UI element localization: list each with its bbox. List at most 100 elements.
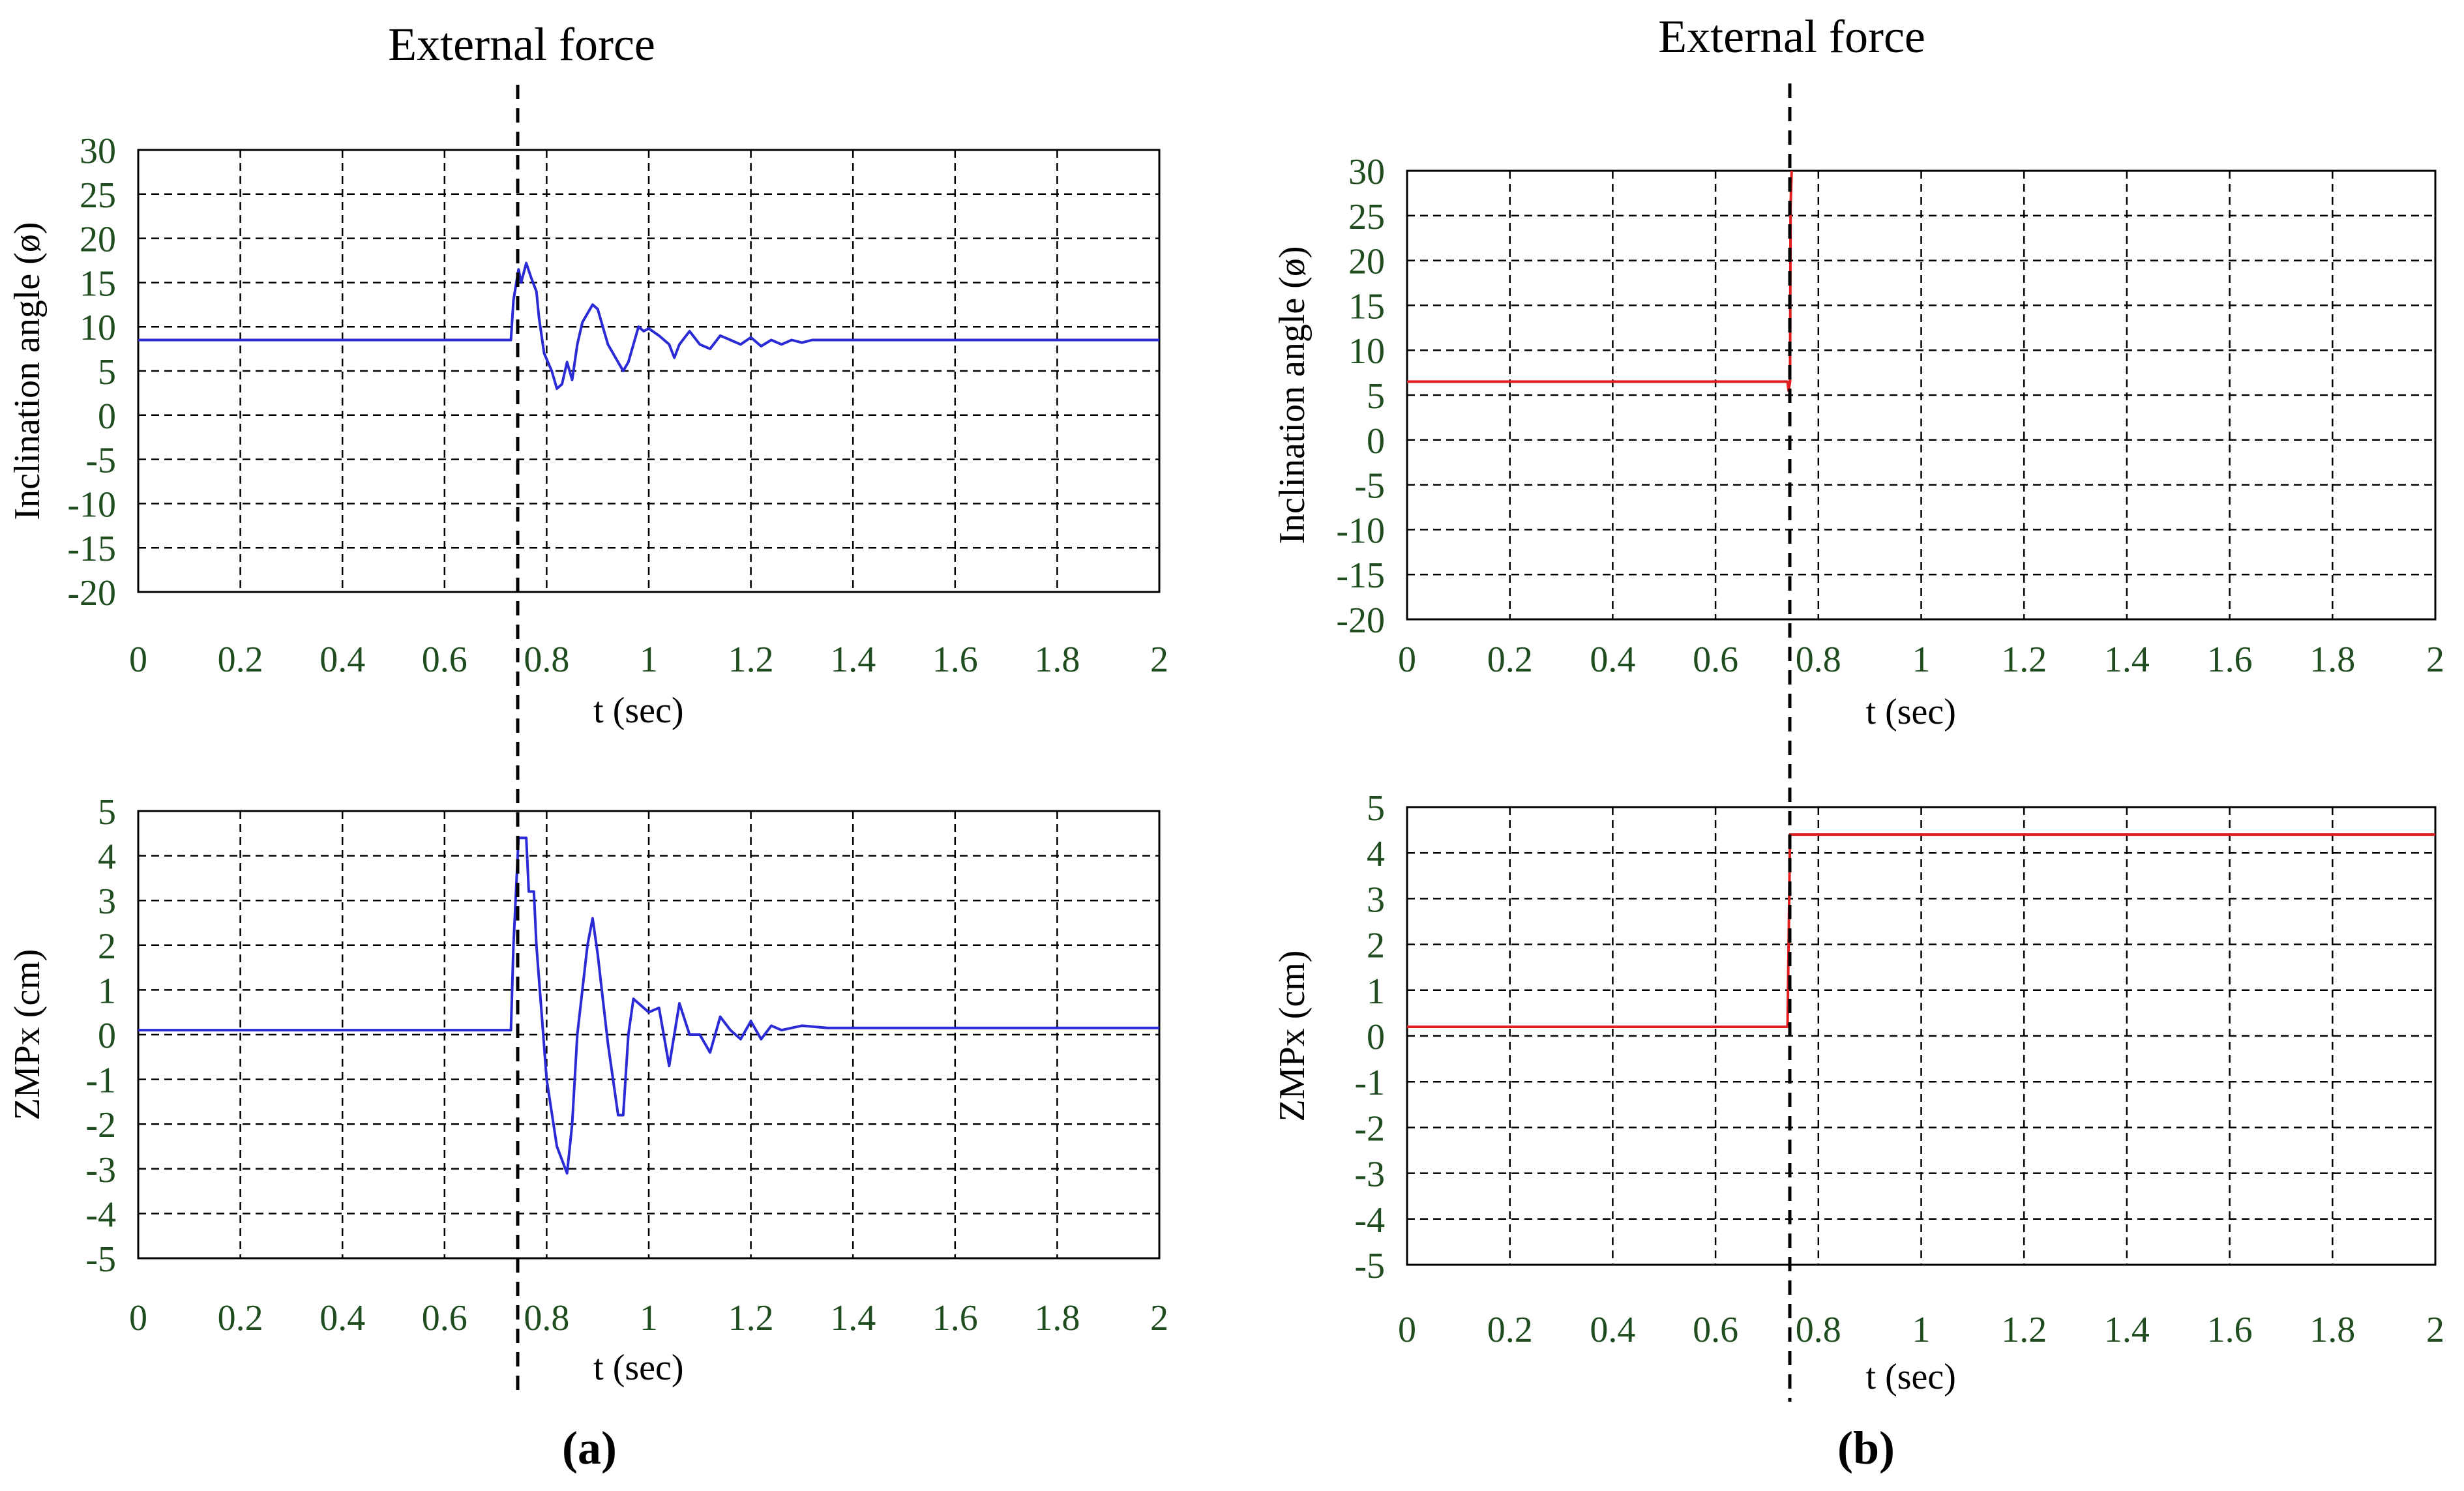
y-tick-label: -10	[1336, 510, 1385, 551]
y-tick-label: -2	[85, 1105, 116, 1145]
y-tick-label: 5	[1367, 376, 1385, 417]
x-tick-label: 1.4	[2104, 640, 2150, 680]
y-tick-label: 2	[98, 926, 116, 967]
x-tick-label: 0.8	[524, 1298, 569, 1338]
x-axis-label: t (sec)	[593, 690, 683, 731]
x-tick-label: 0.2	[1487, 640, 1533, 680]
y-tick-label: -15	[1336, 555, 1385, 596]
x-tick-label: 0	[1398, 1310, 1416, 1350]
y-tick-label: -20	[67, 573, 116, 613]
y-tick-label: -3	[1354, 1155, 1385, 1195]
panel-label-b: (b)	[1837, 1422, 1895, 1474]
x-tick-label: 1.6	[2207, 1310, 2253, 1350]
y-tick-label: 10	[1348, 331, 1385, 372]
y-tick-label: 15	[1348, 286, 1385, 327]
y-tick-label: -4	[1354, 1200, 1385, 1241]
x-tick-label: 1.8	[2309, 1310, 2355, 1350]
x-tick-label: 1	[640, 1298, 658, 1338]
chart-b-bottom: 5 4 3 2 1 0 -1 -2 -3 -4 -5 0 0.2 0.4 0.6 0.8 1 1.2 1.4 1.6 1…	[1272, 788, 2444, 1397]
x-tick-label: 0	[1398, 640, 1416, 680]
y-tick-label: 0	[1367, 1017, 1385, 1057]
y-tick-label: -3	[85, 1150, 116, 1190]
y-axis-label: ZMPx (cm)	[7, 949, 48, 1121]
x-tick-label: 1.4	[830, 1298, 876, 1338]
x-axis-label: t (sec)	[1866, 692, 1956, 732]
y-tick-label: -4	[85, 1194, 116, 1235]
y-tick-label: 25	[1348, 197, 1385, 237]
x-tick-label: 2	[2426, 640, 2444, 680]
x-tick-label: 0.6	[1693, 1310, 1738, 1350]
x-axis-label: t (sec)	[1866, 1357, 1956, 1397]
x-tick-label: 0	[129, 640, 147, 680]
y-tick-label: 3	[98, 881, 116, 922]
x-tick-label: 0.6	[422, 640, 468, 680]
x-axis-label: t (sec)	[593, 1348, 683, 1388]
y-tick-label: -15	[67, 529, 116, 569]
y-tick-label: -20	[1336, 600, 1385, 641]
panel-label-a: (a)	[562, 1422, 617, 1474]
x-tick-label: 2	[1150, 640, 1168, 680]
y-tick-label: -5	[85, 441, 116, 481]
x-tick-label: 1.4	[2104, 1310, 2150, 1350]
x-tick-label: 0	[129, 1298, 147, 1338]
x-tick-label: 0.8	[524, 640, 569, 680]
y-tick-label: 10	[80, 308, 116, 348]
y-tick-label: 1	[98, 971, 116, 1011]
x-tick-label: 0.2	[218, 1298, 263, 1338]
y-tick-label: 4	[98, 837, 116, 878]
y-tick-label: 2	[1367, 926, 1385, 966]
x-tick-label: 0.4	[319, 1298, 365, 1338]
y-tick-label: 5	[1367, 788, 1385, 829]
y-tick-label: 1	[1367, 971, 1385, 1012]
y-tick-label: -5	[1354, 466, 1385, 507]
y-tick-label: 30	[1348, 152, 1385, 192]
x-tick-label: 1.8	[1034, 1298, 1080, 1338]
y-tick-label: -5	[85, 1239, 116, 1280]
x-tick-label: 1	[1912, 640, 1931, 680]
x-tick-label: 0.4	[1590, 1310, 1635, 1350]
x-tick-label: 1.6	[2207, 640, 2253, 680]
x-tick-label: 0.6	[422, 1298, 468, 1338]
x-tick-label: 1.4	[830, 640, 876, 680]
x-tick-label: 1	[1912, 1310, 1931, 1350]
y-axis-label: Inclination angle (ø)	[1272, 246, 1313, 544]
external-force-label-b: External force	[1658, 10, 1925, 63]
y-tick-label: 0	[98, 1016, 116, 1056]
y-tick-label: -10	[67, 484, 116, 525]
plot-frame	[1406, 170, 2437, 621]
y-tick-label: 0	[1367, 421, 1385, 462]
x-tick-label: 0.2	[218, 640, 263, 680]
y-tick-label: 5	[98, 792, 116, 833]
plot-frame	[137, 810, 1161, 1260]
x-tick-label: 1.6	[932, 640, 978, 680]
external-force-label-a: External force	[388, 18, 655, 70]
x-tick-label: 1.2	[2001, 1310, 2047, 1350]
y-tick-label: 20	[80, 220, 116, 260]
y-tick-label: 25	[80, 175, 116, 216]
y-tick-label: 4	[1367, 834, 1385, 874]
series-line	[138, 261, 1159, 391]
x-tick-label: 1	[640, 640, 658, 680]
y-tick-label: 30	[80, 131, 116, 171]
x-tick-label: 1.8	[2309, 640, 2355, 680]
x-tick-label: 1.2	[2001, 640, 2047, 680]
x-tick-label: 2	[1150, 1298, 1168, 1338]
series-line	[138, 836, 1159, 1175]
x-tick-label: 1.2	[728, 1298, 774, 1338]
x-tick-label: 1.6	[932, 1298, 978, 1338]
y-axis-label: ZMPx (cm)	[1272, 951, 1313, 1122]
y-tick-label: -1	[85, 1061, 116, 1101]
plot-frame	[137, 149, 1161, 593]
plot-frame	[1406, 806, 2437, 1266]
x-tick-label: 1.2	[728, 640, 774, 680]
x-tick-label: 1.8	[1034, 640, 1080, 680]
x-tick-label: 0.4	[319, 640, 365, 680]
y-tick-label: 15	[80, 263, 116, 304]
x-tick-label: 0.8	[1796, 640, 1841, 680]
x-tick-label: 0.8	[1796, 1310, 1841, 1350]
y-tick-label: 0	[98, 396, 116, 437]
y-tick-label: 5	[98, 352, 116, 392]
